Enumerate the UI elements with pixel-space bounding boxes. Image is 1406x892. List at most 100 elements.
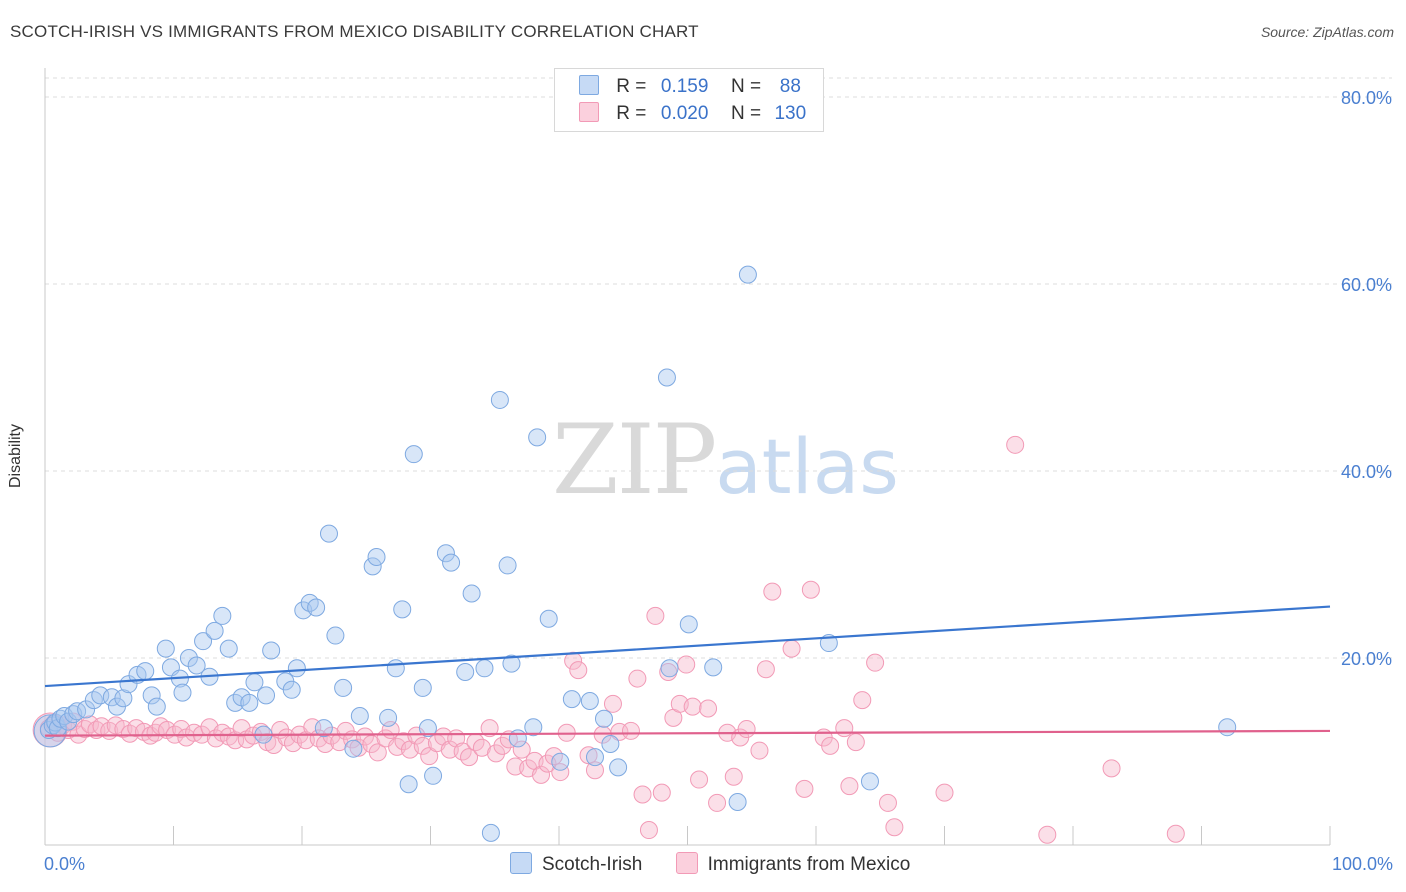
- data-point-scotch-irish: [704, 658, 723, 677]
- data-point-scotch-irish: [245, 673, 264, 692]
- data-point-scotch-irish: [386, 659, 405, 678]
- data-point-immigrants-from-mexico: [413, 736, 432, 755]
- legend-n-value: 88: [779, 76, 801, 97]
- data-point-immigrants-from-mexico: [821, 736, 840, 755]
- data-point-scotch-irish: [326, 626, 345, 645]
- data-point-immigrants-from-mexico: [737, 720, 756, 739]
- data-point-scotch-irish: [404, 445, 423, 464]
- data-point-immigrants-from-mexico: [756, 660, 775, 679]
- data-point-scotch-irish: [442, 553, 461, 572]
- data-point-immigrants-from-mexico: [493, 736, 512, 755]
- data-point-scotch-irish: [413, 678, 432, 697]
- data-point-immigrants-from-mexico: [585, 761, 604, 780]
- data-point-scotch-irish: [1218, 718, 1237, 737]
- data-point-immigrants-from-mexico: [579, 746, 598, 765]
- data-point-scotch-irish: [173, 683, 192, 702]
- data-point-scotch-irish: [609, 758, 628, 777]
- data-point-scotch-irish: [91, 686, 110, 705]
- data-point-scotch-irish: [142, 686, 161, 705]
- data-point-scotch-irish: [84, 691, 103, 710]
- series-immigrants-from-mexico: [32, 435, 1185, 844]
- data-point-immigrants-from-mexico: [639, 821, 658, 840]
- chart-source: Source: ZipAtlas.com: [1260, 24, 1394, 40]
- data-point-scotch-irish: [585, 748, 604, 767]
- data-point-scotch-irish: [860, 772, 879, 791]
- data-point-immigrants-from-mexico: [1166, 824, 1185, 843]
- data-point-scotch-irish: [528, 428, 547, 447]
- data-point-scotch-irish: [551, 752, 570, 771]
- bottom-legend-label: Scotch-Irish: [542, 854, 643, 875]
- data-point-scotch-irish: [205, 621, 224, 640]
- data-point-immigrants-from-mexico: [835, 719, 854, 738]
- data-point-scotch-irish: [363, 557, 382, 576]
- data-point-immigrants-from-mexico: [603, 694, 622, 713]
- data-point-scotch-irish: [462, 584, 481, 603]
- legend-n-label: N =: [730, 103, 762, 124]
- data-point-scotch-irish: [187, 656, 206, 675]
- y-tick-label: 20.0%: [1341, 649, 1392, 669]
- data-point-scotch-irish: [660, 659, 679, 678]
- data-point-immigrants-from-mexico: [499, 730, 518, 749]
- legend-r-label: R =: [616, 103, 647, 124]
- data-point-scotch-irish: [657, 368, 676, 387]
- data-point-scotch-irish: [179, 649, 198, 667]
- legend-r-value: 0.020: [660, 103, 709, 124]
- legend-n-label: N =: [730, 76, 762, 97]
- data-point-immigrants-from-mexico: [866, 653, 885, 672]
- data-point-immigrants-from-mexico: [480, 719, 499, 738]
- data-point-immigrants-from-mexico: [621, 721, 640, 740]
- data-point-scotch-irish: [219, 639, 238, 658]
- data-point-scotch-irish: [498, 556, 517, 575]
- data-point-scotch-irish: [436, 544, 455, 563]
- data-point-immigrants-from-mexico: [878, 793, 897, 812]
- data-point-scotch-irish: [334, 678, 353, 697]
- data-point-immigrants-from-mexico: [1006, 435, 1025, 454]
- data-point-scotch-irish: [194, 632, 213, 651]
- data-point-scotch-irish: [456, 663, 475, 682]
- data-point-scotch-irish: [379, 708, 398, 727]
- data-point-scotch-irish: [490, 390, 509, 409]
- data-point-immigrants-from-mexico: [840, 777, 859, 796]
- data-point-scotch-irish: [502, 654, 521, 673]
- data-point-scotch-irish: [738, 265, 757, 284]
- data-point-immigrants-from-mexico: [853, 691, 872, 710]
- data-point-scotch-irish: [594, 709, 613, 728]
- data-point-immigrants-from-mexico: [114, 720, 133, 739]
- data-point-scotch-irish: [728, 792, 747, 811]
- bottom-legend-label: Immigrants from Mexico: [707, 854, 911, 875]
- data-point-scotch-irish: [287, 659, 306, 678]
- data-point-immigrants-from-mexico: [801, 580, 820, 599]
- data-point-scotch-irish: [679, 615, 698, 634]
- data-point-immigrants-from-mexico: [795, 779, 814, 798]
- legend-swatch-immigrants-from-mexico: [579, 102, 599, 122]
- data-point-scotch-irish: [282, 680, 301, 699]
- data-point-immigrants-from-mexico: [708, 793, 727, 812]
- x-tick-label: 0.0%: [44, 854, 85, 874]
- data-point-scotch-irish: [344, 739, 363, 758]
- chart-title: SCOTCH-IRISH VS IMMIGRANTS FROM MEXICO D…: [10, 22, 699, 41]
- data-point-scotch-irish: [475, 659, 494, 678]
- bottom-legend: Scotch-Irish Immigrants from Mexico: [510, 852, 938, 876]
- data-point-immigrants-from-mexico: [750, 741, 769, 760]
- data-point-immigrants-from-mexico: [1102, 759, 1121, 778]
- data-point-scotch-irish: [562, 690, 581, 709]
- y-tick-label: 40.0%: [1341, 462, 1392, 482]
- grid-lines: [45, 77, 1392, 659]
- y-tick-label: 60.0%: [1341, 275, 1392, 295]
- data-point-immigrants-from-mexico: [677, 655, 696, 674]
- data-point-immigrants-from-mexico: [846, 733, 865, 752]
- data-point-immigrants-from-mexico: [652, 783, 671, 802]
- data-point-immigrants-from-mexico: [355, 727, 374, 746]
- data-point-scotch-irish: [319, 524, 338, 543]
- data-point-immigrants-from-mexico: [368, 743, 387, 762]
- watermark-zip: ZIP: [552, 404, 717, 516]
- data-point-immigrants-from-mexico: [472, 738, 491, 757]
- data-point-scotch-irish: [580, 692, 599, 711]
- data-point-immigrants-from-mexico: [763, 582, 782, 601]
- data-point-scotch-irish: [213, 606, 232, 625]
- watermark: ZIPatlas: [552, 404, 899, 516]
- data-point-immigrants-from-mexico: [646, 606, 665, 625]
- data-point-scotch-irish: [393, 600, 412, 619]
- trend-lines: [44, 605, 1331, 737]
